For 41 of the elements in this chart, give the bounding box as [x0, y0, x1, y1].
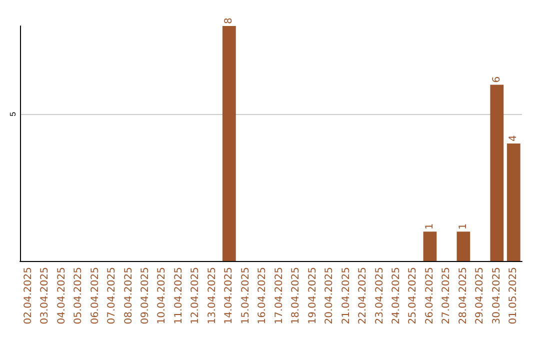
x-tick-label: 02.04.2025 [22, 267, 34, 324]
y-tick-label: 5 [8, 111, 18, 116]
data-label: 1 [424, 223, 436, 230]
x-tick-label: 10.04.2025 [156, 267, 168, 324]
x-tick-label: 29.04.2025 [474, 267, 486, 324]
x-tick-label: 14.04.2025 [224, 267, 235, 324]
bar [506, 144, 520, 261]
x-tick-label: 18.04.2025 [290, 267, 302, 324]
x-tick-label: 28.04.2025 [458, 267, 469, 324]
bar [423, 232, 437, 261]
data-label: 1 [458, 223, 469, 230]
x-tick-label: 23.04.2025 [374, 267, 386, 324]
x-tick-label: 15.04.2025 [240, 267, 252, 324]
x-tick-label: 04.04.2025 [56, 267, 68, 324]
bar [490, 84, 504, 261]
data-label: 8 [224, 18, 235, 24]
x-tick-label: 25.04.2025 [408, 267, 419, 324]
x-tick-label: 19.04.2025 [307, 267, 318, 324]
data-label: 6 [491, 76, 502, 83]
x-tick-label: 16.04.2025 [257, 267, 268, 324]
x-tick-label: 07.04.2025 [106, 267, 118, 324]
x-tick-label: 27.04.2025 [441, 267, 452, 324]
x-tick-label: 12.04.2025 [190, 267, 202, 324]
x-tick-label: 22.04.2025 [358, 267, 369, 324]
data-label: 4 [508, 135, 520, 142]
bar [222, 26, 236, 261]
bar [456, 232, 470, 261]
x-tick-label: 09.04.2025 [140, 267, 151, 324]
x-tick-label: 13.04.2025 [206, 267, 218, 324]
x-tick-label: 26.04.2025 [424, 267, 436, 324]
x-tick-label: 08.04.2025 [123, 267, 134, 324]
x-tick-label: 21.04.2025 [340, 267, 352, 324]
x-tick-label: 06.04.2025 [90, 267, 101, 324]
x-tick-label: 01.05.2025 [508, 267, 520, 324]
x-tick-label: 24.04.2025 [391, 267, 402, 324]
x-tick-label: 03.04.2025 [40, 267, 51, 324]
x-tick-label: 30.04.2025 [491, 267, 502, 324]
x-tick-label: 11.04.2025 [173, 267, 184, 324]
x-tick-label: 20.04.2025 [324, 267, 336, 324]
x-tick-label: 05.04.2025 [73, 267, 84, 324]
x-tick-label: 17.04.2025 [274, 267, 285, 324]
